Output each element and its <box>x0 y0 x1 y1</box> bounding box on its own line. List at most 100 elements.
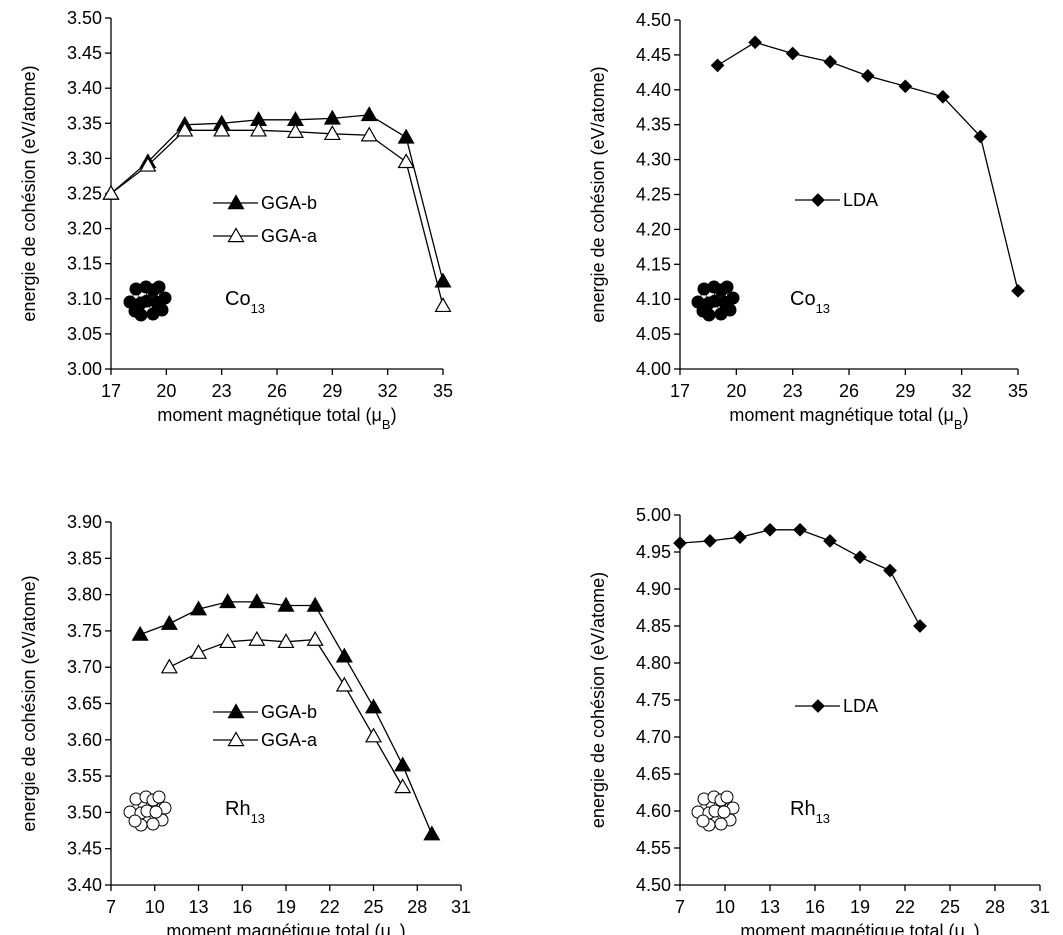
cluster-icon <box>123 280 172 322</box>
label-text: Rh <box>225 798 251 820</box>
y-tick-label: 3.45 <box>67 839 102 859</box>
x-tick-label: 22 <box>895 897 915 917</box>
marker <box>397 153 415 169</box>
y-tick-label: 4.10 <box>636 289 671 309</box>
cluster-atom <box>720 280 734 294</box>
marker <box>1011 283 1025 298</box>
legend-label: GGA-b <box>261 702 317 722</box>
marker <box>397 128 415 144</box>
y-tick-label: 3.40 <box>67 875 102 895</box>
cluster-atom <box>714 817 728 831</box>
label-sub: B <box>391 933 400 935</box>
y-axis-label: energie de cohésion (eV/atome) <box>588 66 608 322</box>
y-axis-label: energie de cohésion (eV/atome) <box>588 572 608 828</box>
marker <box>364 727 383 743</box>
cluster-atom <box>717 295 731 309</box>
label: Co13 <box>790 288 830 316</box>
cluster-icon <box>691 790 740 832</box>
marker <box>160 614 178 630</box>
y-tick-label: 4.95 <box>636 542 671 562</box>
y-tick-label: 3.40 <box>67 78 102 98</box>
label-sub: B <box>954 417 963 432</box>
y-tick-label: 3.80 <box>67 585 102 605</box>
label-sub: 13 <box>816 301 830 316</box>
label: moment magnétique total (μB) <box>729 405 968 432</box>
x-tick-label: 10 <box>145 897 165 917</box>
marker <box>219 633 237 649</box>
series-line <box>679 529 921 627</box>
marker <box>973 129 988 144</box>
y-tick-label: 4.00 <box>636 359 671 379</box>
x-tick-label: 16 <box>232 897 252 917</box>
marker <box>219 593 237 609</box>
label-text: moment magnétique total (μ <box>166 921 390 935</box>
y-tick-label: 4.40 <box>636 80 671 100</box>
y-tick-label: 4.25 <box>636 185 671 205</box>
marker <box>434 297 452 313</box>
series-line <box>110 129 444 306</box>
x-tick-label: 32 <box>952 381 972 401</box>
marker <box>189 643 208 659</box>
marker <box>277 596 295 612</box>
x-tick-label: 7 <box>106 897 116 917</box>
y-tick-label: 4.65 <box>636 764 671 784</box>
label: moment magnétique total (μB) <box>166 921 405 935</box>
y-tick-label: 3.45 <box>67 43 102 63</box>
marker <box>811 193 825 207</box>
cluster-atom <box>149 295 163 309</box>
x-tick-label: 28 <box>407 897 427 917</box>
marker <box>176 121 194 137</box>
marker <box>139 156 157 172</box>
y-tick-label: 4.75 <box>636 690 671 710</box>
marker <box>394 756 412 772</box>
y-tick-label: 5.00 <box>636 505 671 525</box>
label: moment magnétique total (μB) <box>157 405 396 432</box>
legend-label: GGA-a <box>261 730 318 750</box>
y-tick-label: 3.50 <box>67 8 102 28</box>
marker <box>227 703 245 719</box>
cluster-atom <box>717 805 731 819</box>
y-tick-label: 4.80 <box>636 653 671 673</box>
cluster-icon <box>123 790 172 832</box>
marker <box>860 68 875 83</box>
y-tick-label: 3.25 <box>67 184 102 204</box>
y-tick-label: 4.70 <box>636 727 671 747</box>
marker <box>360 106 378 122</box>
marker <box>733 530 747 545</box>
x-tick-label: 29 <box>895 381 915 401</box>
marker <box>277 633 295 649</box>
marker <box>898 79 913 94</box>
cluster-atom <box>696 814 710 828</box>
x-tick-label: 29 <box>322 381 342 401</box>
label-sub: 13 <box>251 811 265 826</box>
y-tick-label: 3.70 <box>67 657 102 677</box>
x-tick-label: 17 <box>670 381 690 401</box>
legend-label: LDA <box>843 696 878 716</box>
label-sub: 13 <box>816 811 830 826</box>
marker <box>227 731 245 747</box>
y-axis-label: energie de cohésion (eV/atome) <box>19 65 39 321</box>
marker <box>883 563 897 578</box>
y-tick-label: 3.35 <box>67 113 102 133</box>
legend-label: LDA <box>843 190 878 210</box>
y-tick-label: 4.50 <box>636 875 671 895</box>
label-text: moment magnétique total (μ <box>740 921 964 935</box>
cluster-atom <box>128 304 142 318</box>
marker <box>250 121 268 137</box>
x-tick-label: 32 <box>378 381 398 401</box>
marker <box>710 58 725 73</box>
label: Co13 <box>225 288 265 316</box>
x-tick-label: 25 <box>940 897 960 917</box>
cluster-atom <box>720 790 734 804</box>
cluster-atom <box>128 814 142 828</box>
label-text: ) <box>391 405 397 425</box>
y-tick-label: 4.60 <box>636 801 671 821</box>
marker <box>673 536 687 550</box>
y-tick-label: 3.00 <box>67 359 102 379</box>
y-axis-label: energie de cohésion (eV/atome) <box>19 575 39 831</box>
marker <box>248 593 266 609</box>
cluster-atom <box>152 790 166 804</box>
y-tick-label: 4.55 <box>636 838 671 858</box>
label-text: Co <box>225 288 251 310</box>
marker <box>394 778 412 794</box>
